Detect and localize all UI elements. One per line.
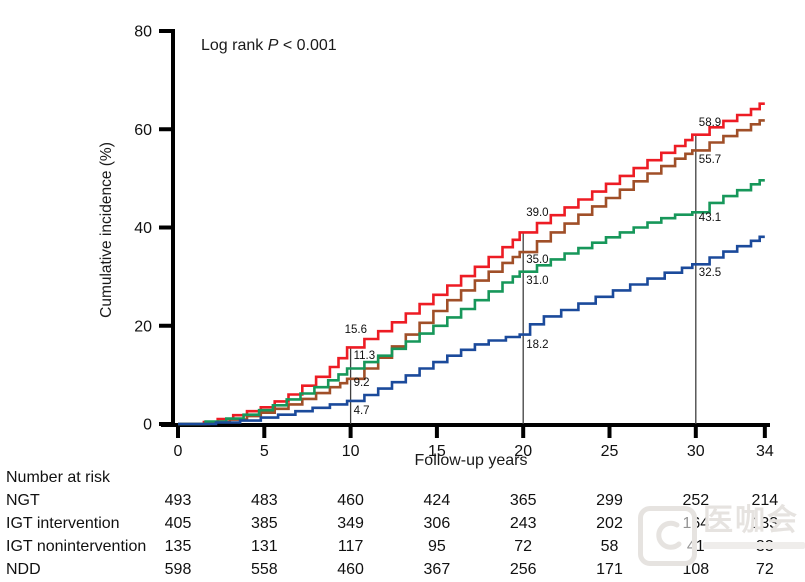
value-label: 4.7 bbox=[354, 405, 370, 417]
value-label: 43.1 bbox=[699, 212, 721, 224]
value-label: 9.2 bbox=[354, 377, 370, 389]
risk-value: 256 bbox=[509, 561, 537, 578]
risk-value: 133 bbox=[751, 515, 779, 532]
risk-value: 558 bbox=[250, 561, 278, 578]
y-tick-label: 40 bbox=[134, 220, 152, 237]
value-label: 11.3 bbox=[354, 350, 376, 362]
risk-value: 405 bbox=[164, 515, 192, 532]
series-curve-igt-nonintervention bbox=[178, 119, 765, 426]
x-tick-label: 30 bbox=[687, 443, 705, 460]
risk-value: 108 bbox=[682, 561, 710, 578]
risk-value: 117 bbox=[337, 538, 364, 555]
value-label: 32.5 bbox=[699, 267, 721, 279]
risk-value: 95 bbox=[427, 538, 446, 555]
risk-value: 171 bbox=[596, 561, 623, 578]
risk-value: 483 bbox=[250, 492, 278, 509]
x-axis-title: Follow-up years bbox=[414, 452, 528, 469]
log-rank-suffix: < 0.001 bbox=[278, 37, 337, 54]
risk-value: 135 bbox=[164, 538, 192, 555]
x-tick-label: 10 bbox=[342, 443, 360, 460]
risk-row-label: IGT intervention bbox=[6, 515, 120, 532]
x-tick-label: 20 bbox=[514, 443, 532, 460]
y-tick-label: 20 bbox=[134, 318, 152, 335]
risk-value: 131 bbox=[250, 538, 278, 555]
risk-value: 72 bbox=[514, 538, 533, 555]
log-rank-prefix: Log rank bbox=[201, 37, 268, 54]
risk-value: 164 bbox=[682, 515, 710, 532]
value-label: 15.6 bbox=[345, 324, 367, 336]
x-tick-label: 25 bbox=[601, 443, 619, 460]
risk-value: 493 bbox=[164, 492, 192, 509]
risk-value: 349 bbox=[337, 515, 364, 532]
risk-value: 460 bbox=[337, 492, 364, 509]
risk-value: 252 bbox=[682, 492, 710, 509]
risk-value: 365 bbox=[509, 492, 537, 509]
risk-value: 72 bbox=[755, 561, 774, 578]
risk-value: 424 bbox=[423, 492, 451, 509]
value-label: 35.0 bbox=[526, 254, 548, 266]
risk-value: 306 bbox=[423, 515, 451, 532]
series-curve-ngt bbox=[178, 235, 765, 426]
risk-value: 202 bbox=[596, 515, 623, 532]
risk-value: 58 bbox=[600, 538, 619, 555]
y-tick-label: 80 bbox=[134, 24, 152, 41]
value-label: 18.2 bbox=[526, 339, 548, 351]
risk-value: 385 bbox=[250, 515, 278, 532]
risk-value: 243 bbox=[509, 515, 537, 532]
y-tick-label: 0 bbox=[143, 417, 152, 434]
series-curve-ndd bbox=[178, 102, 765, 426]
x-tick-label: 34 bbox=[756, 443, 774, 460]
value-label: 55.7 bbox=[699, 154, 721, 166]
risk-value: 598 bbox=[164, 561, 192, 578]
risk-value: 367 bbox=[423, 561, 451, 578]
value-label: 39.0 bbox=[526, 207, 548, 219]
x-tick-label: 0 bbox=[174, 443, 183, 460]
x-tick-label: 15 bbox=[428, 443, 446, 460]
risk-value: 33 bbox=[755, 538, 774, 555]
risk-value: 214 bbox=[751, 492, 779, 509]
log-rank-p: P bbox=[267, 37, 279, 54]
series-curve-igt-intervention bbox=[178, 179, 765, 426]
y-tick-label: 60 bbox=[134, 122, 152, 139]
log-rank-annotation: Log rank P < 0.001 bbox=[201, 37, 337, 55]
risk-row-label: NDD bbox=[6, 561, 41, 578]
risk-value: 41 bbox=[686, 538, 705, 555]
y-axis-title: Cumulative incidence (%) bbox=[98, 142, 115, 318]
risk-value: 460 bbox=[337, 561, 364, 578]
risk-table-title: Number at risk bbox=[6, 469, 111, 486]
risk-row-label: NGT bbox=[6, 492, 40, 509]
value-label: 58.9 bbox=[699, 117, 721, 129]
x-tick-label: 5 bbox=[260, 443, 269, 460]
risk-row-label: IGT nonintervention bbox=[6, 538, 147, 555]
value-label: 31.0 bbox=[526, 275, 548, 287]
risk-value: 299 bbox=[596, 492, 623, 509]
